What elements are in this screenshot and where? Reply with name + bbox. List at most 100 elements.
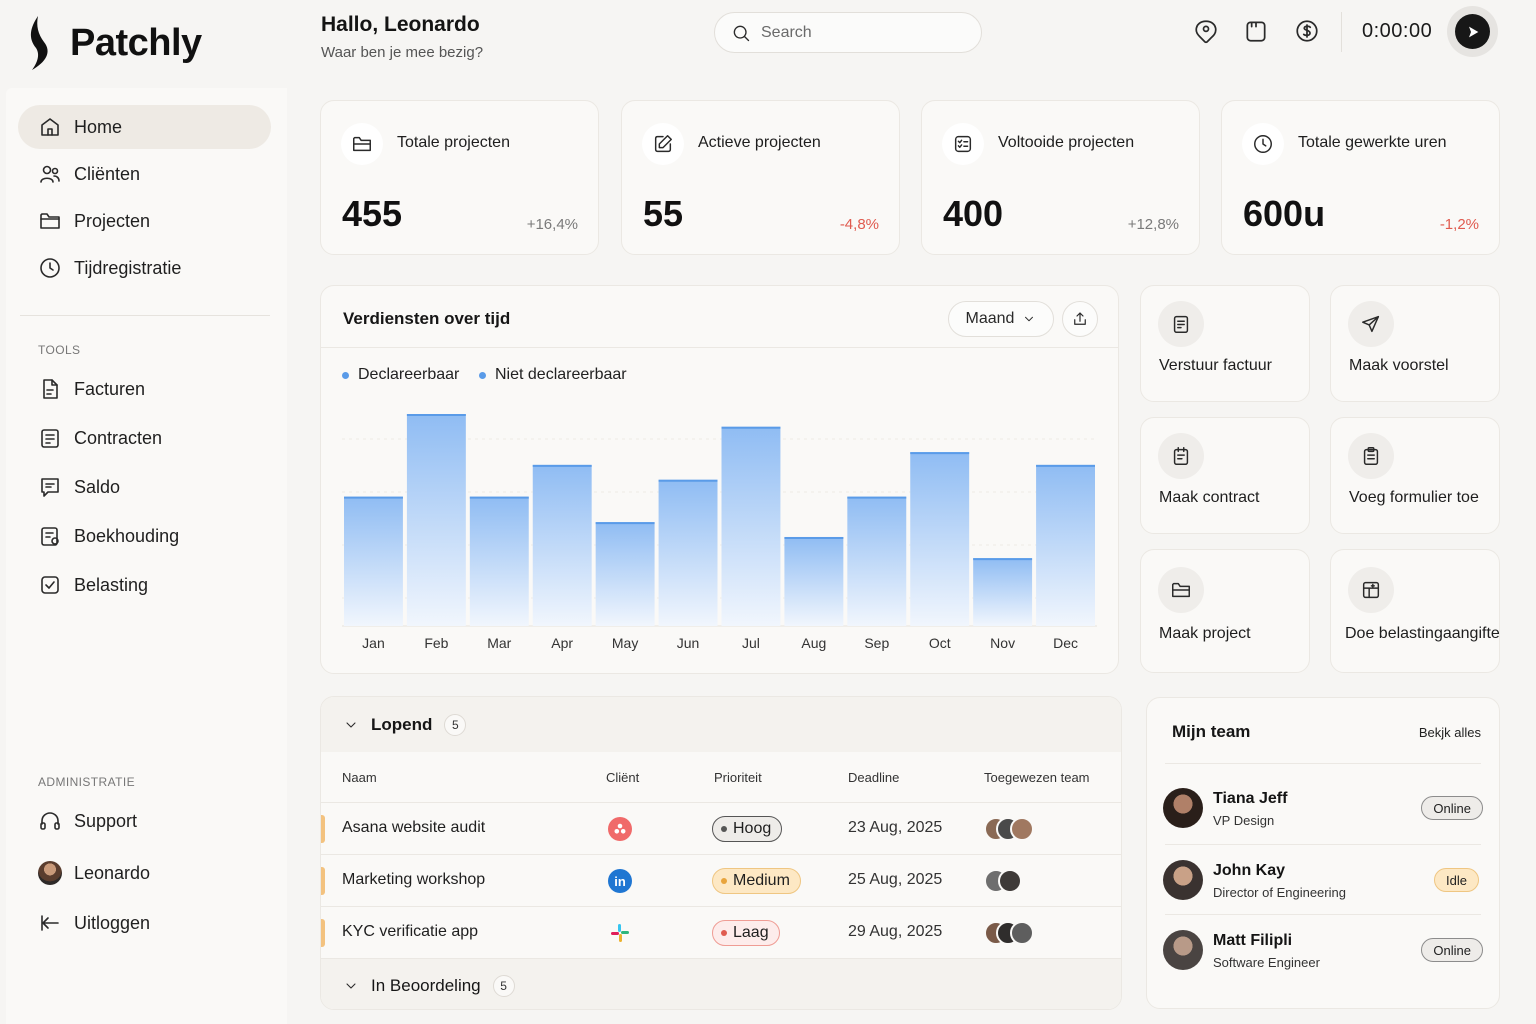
sidebar-item-tax[interactable]: Belasting <box>18 563 271 607</box>
period-dropdown[interactable]: Maand <box>948 301 1054 337</box>
dollar-icon <box>1296 20 1318 42</box>
sidebar-item-invoices[interactable]: Facturen <box>18 367 271 411</box>
home-icon <box>41 118 59 136</box>
bar-dec[interactable] <box>1036 464 1095 626</box>
sidebar-item-bookkeeping[interactable]: Boekhouding <box>18 514 271 558</box>
x-tick-label: Oct <box>929 635 951 651</box>
bar-apr[interactable] <box>532 464 592 626</box>
column-header-priority[interactable]: Prioriteit <box>714 770 762 785</box>
bar-nov[interactable] <box>973 558 1033 626</box>
header-divider <box>1341 12 1342 52</box>
contract-icon <box>41 429 59 448</box>
logout-icon <box>41 915 59 931</box>
export-button[interactable] <box>1062 301 1098 337</box>
search-icon <box>733 25 750 41</box>
sidebar-item-time-tracking[interactable]: Tijdregistratie <box>18 246 271 290</box>
bar-oct[interactable] <box>910 452 970 626</box>
sidebar-item-support[interactable]: Support <box>18 799 271 843</box>
bar-feb[interactable] <box>406 414 466 626</box>
stat-value: 455 <box>342 193 403 234</box>
sidebar-item-balance[interactable]: Saldo <box>18 465 271 509</box>
action-label: Doe belastingaangifte <box>1345 625 1500 642</box>
action-file-tax-return[interactable]: Doe belastingaangifte <box>1330 549 1500 673</box>
action-make-contract[interactable]: Maak contract <box>1140 417 1310 534</box>
status-badge: Online <box>1421 796 1483 820</box>
greeting-subtitle: Waar ben je mee bezig? <box>321 44 484 61</box>
priority-badge: Laag <box>712 920 780 946</box>
member-role: VP Design <box>1213 813 1275 828</box>
sidebar-item-contracts[interactable]: Contracten <box>18 416 271 460</box>
group-running-header[interactable]: Lopend 5 <box>321 697 1121 752</box>
start-timer-button[interactable] <box>1447 6 1498 57</box>
sidebar-item-clients[interactable]: Cliënten <box>18 152 271 196</box>
bar-may[interactable] <box>595 522 655 626</box>
action-label: Voeg formulier toe <box>1349 489 1479 506</box>
sidebar-item-label: Facturen <box>74 378 146 399</box>
stat-card-active-projects: Actieve projecten 55 -4,8% <box>621 100 900 255</box>
column-header-deadline[interactable]: Deadline <box>848 770 900 785</box>
tag-button[interactable] <box>1193 18 1219 44</box>
search-bar[interactable] <box>714 12 982 53</box>
column-header-client[interactable]: Cliënt <box>606 770 640 785</box>
team-member[interactable]: Tiana Jeff VP Design Online <box>1163 782 1483 834</box>
sidebar-item-home[interactable]: Home <box>18 105 271 149</box>
folder-icon <box>353 136 371 152</box>
stat-label: Totale gewerkte uren <box>1298 134 1447 151</box>
team-title: Mijn team <box>1172 722 1251 741</box>
bar-jul[interactable] <box>721 426 781 626</box>
team-divider <box>1165 914 1481 915</box>
sidebar-item-profile[interactable]: Leonardo <box>18 851 271 895</box>
legend-label: Niet declareerbaar <box>495 366 627 383</box>
invoice-icon <box>43 379 58 399</box>
avatar <box>1163 930 1203 970</box>
sidebar-item-label: Leonardo <box>74 862 151 883</box>
folder-icon <box>1172 582 1190 598</box>
my-team-card: Mijn team Bekjk alles Tiana Jeff VP Desi… <box>1146 697 1500 1009</box>
bar-mar[interactable] <box>469 496 529 626</box>
app-logo[interactable]: Patchly <box>26 14 202 72</box>
bar-sep[interactable] <box>847 496 907 626</box>
action-add-form[interactable]: Voeg formulier toe <box>1330 417 1500 534</box>
checklist-icon <box>954 135 972 153</box>
period-value: Maand <box>965 310 1015 327</box>
linkedin-icon: in <box>608 869 632 893</box>
sidebar-divider <box>20 315 270 316</box>
project-name: Asana website audit <box>342 819 486 836</box>
bar-jan[interactable] <box>344 496 403 626</box>
contract-icon <box>1173 447 1189 465</box>
x-tick-label: Feb <box>424 635 448 651</box>
stat-label: Totale projecten <box>397 134 510 151</box>
team-member[interactable]: John Kay Director of Engineering Idle <box>1163 854 1483 906</box>
table-row[interactable]: Marketing workshop in Medium 25 Aug, 202… <box>321 854 1121 906</box>
billing-button[interactable] <box>1294 18 1320 44</box>
x-tick-label: Mar <box>487 635 511 651</box>
column-header-team[interactable]: Toegewezen team <box>984 770 1090 785</box>
sidebar-item-logout[interactable]: Uitloggen <box>18 901 271 945</box>
row-accent <box>321 867 325 895</box>
files-button[interactable] <box>1243 18 1269 44</box>
x-tick-label: Apr <box>551 635 573 651</box>
bar-aug[interactable] <box>784 536 844 626</box>
x-tick-label: Sep <box>864 635 889 651</box>
chart-divider <box>321 347 1118 348</box>
tag-icon <box>1195 20 1217 44</box>
group-title: In Beoordeling <box>371 976 481 995</box>
stat-card-total-projects: Totale projecten 455 +16,4% <box>320 100 599 255</box>
team-member[interactable]: Matt Filipli Software Engineer Online <box>1163 924 1483 976</box>
column-header-name[interactable]: Naam <box>342 770 377 785</box>
bar-jun[interactable] <box>658 479 718 626</box>
files-icon <box>1246 21 1266 42</box>
action-make-project[interactable]: Maak project <box>1140 549 1310 673</box>
search-input[interactable] <box>761 23 961 42</box>
send-icon <box>1362 315 1380 333</box>
table-row[interactable]: Asana website audit Hoog 23 Aug, 2025 <box>321 802 1121 854</box>
action-send-invoice[interactable]: Verstuur factuur <box>1140 285 1310 402</box>
sidebar-item-projects[interactable]: Projecten <box>18 199 271 243</box>
view-all-link[interactable]: Bekjk alles <box>1418 725 1481 740</box>
group-review-header[interactable]: In Beoordeling 5 <box>321 958 1121 1009</box>
legend-item-billable: Declareerbaar <box>342 366 459 384</box>
x-tick-label: Dec <box>1053 635 1078 651</box>
table-row[interactable]: KYC verificatie app Laag 29 Aug, 2025 <box>321 906 1121 958</box>
action-make-proposal[interactable]: Maak voorstel <box>1330 285 1500 402</box>
clipboard-icon <box>1363 447 1379 465</box>
